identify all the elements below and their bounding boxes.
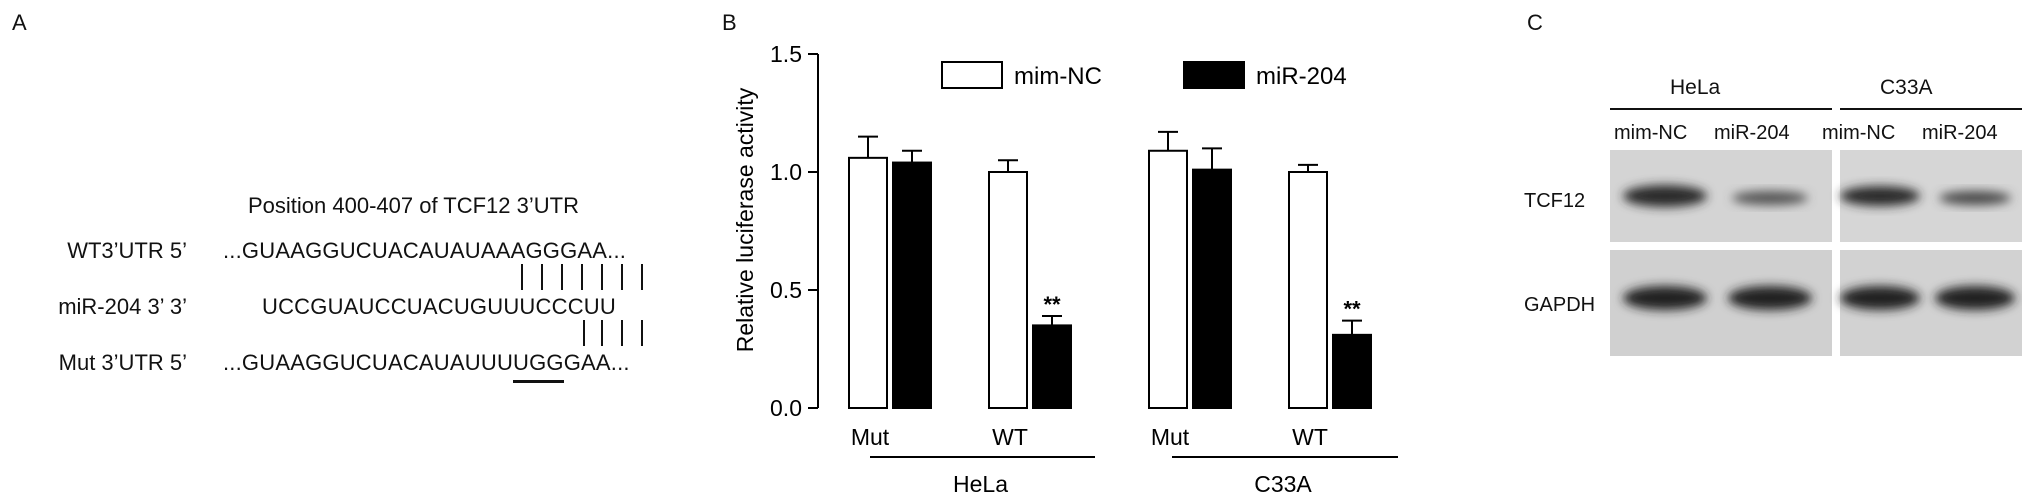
group-label-0: HeLa: [953, 471, 1008, 497]
y-tick-label-2: 1.0: [770, 159, 802, 185]
y-axis-label: Relative luciferase activity: [732, 87, 758, 352]
x-tick-label-3: WT: [1292, 424, 1328, 450]
y-tick-label-0: 0.0: [770, 395, 802, 421]
chart-legend: mim-NC miR-204: [941, 61, 1347, 90]
lane-label-3: mim-NC: [1822, 122, 1896, 144]
panel-letter-c: C: [1527, 10, 1543, 35]
group-label-1: C33A: [1254, 471, 1312, 497]
row-label-gapdh: GAPDH: [1524, 294, 1596, 316]
mir-204-label: miR-204 3’ 3’: [58, 294, 187, 319]
hela-bracket-line: [1610, 108, 1832, 110]
band-tcf12-c33a-mir204: [1939, 191, 2011, 205]
wt-utr-sequence: ...GUAAGGUCUACAUAUAAAGGGAA...: [223, 238, 627, 263]
legend-swatch-mir-204: [1183, 61, 1245, 89]
band-tcf12-c33a-mimnc: [1840, 186, 1920, 206]
mut-utr-label: Mut 3’UTR 5’: [58, 350, 187, 375]
legend-label-mir-204: miR-204: [1256, 63, 1347, 90]
significance-label-0: **: [1043, 292, 1061, 317]
band-gapdh-hela-mir204: [1728, 286, 1812, 310]
legend-swatch-mim-nc: [941, 61, 1003, 89]
lane-label-2: miR-204: [1714, 122, 1790, 144]
bar-mim-nc-0: [848, 156, 888, 409]
luciferase-bar-chart: Relative luciferase activity 0.0 0.5 1.0 1.…: [732, 41, 1398, 497]
c33a-bracket-line: [1840, 108, 2022, 110]
mir-204-sequence: UCCGUAUCCUACUGUUUCCCUU: [262, 294, 616, 319]
x-tick-label-2: Mut: [1151, 424, 1190, 450]
band-tcf12-hela-mir204: [1732, 191, 1808, 205]
wt-utr-label: WT3’UTR 5’: [67, 238, 187, 263]
bar-mim-nc-3: [1288, 171, 1328, 409]
x-tick-label-0: Mut: [851, 424, 890, 450]
chart-plot-area: 0.0 0.5 1.0 1.5 ** ** Mut WT Mut WT HeLa C33A: [770, 41, 1398, 497]
cell-line-c33a: C33A: [1880, 76, 1933, 99]
band-gapdh-hela-mimnc: [1623, 286, 1707, 310]
blot-image: [1610, 150, 2022, 356]
lane-label-1: mim-NC: [1614, 122, 1688, 144]
y-tick-label-3: 1.5: [770, 41, 802, 67]
y-tick-label-1: 0.5: [770, 277, 802, 303]
panel-letter-b: B: [722, 10, 737, 35]
bar-mim-nc-2: [1148, 149, 1188, 409]
alignment-title: Position 400-407 of TCF12 3’UTR: [248, 193, 579, 218]
cell-line-hela: HeLa: [1670, 76, 1721, 99]
significance-label-1: **: [1343, 297, 1361, 322]
mut-utr-sequence: ...GUAAGGUCUACAUAUUUUGGGAA...: [223, 350, 630, 375]
mutation-underline: [513, 380, 564, 383]
bar-mim-nc-1: [988, 171, 1028, 409]
band-tcf12-hela-mimnc: [1623, 185, 1707, 207]
x-tick-label-1: WT: [992, 424, 1028, 450]
band-gapdh-c33a-mir204: [1935, 286, 2015, 310]
bar-mir-204-0: [892, 161, 932, 409]
legend-label-mim-nc: mim-NC: [1014, 63, 1102, 90]
band-gapdh-c33a-mimnc: [1840, 286, 1920, 310]
panel-letter-a: A: [12, 10, 27, 35]
bar-mir-204-3: [1332, 333, 1372, 409]
bar-mir-204-2: [1192, 168, 1232, 409]
lane-label-4: miR-204: [1922, 122, 1998, 144]
bar-mir-204-1: [1032, 324, 1072, 409]
row-label-tcf12: TCF12: [1524, 190, 1586, 212]
